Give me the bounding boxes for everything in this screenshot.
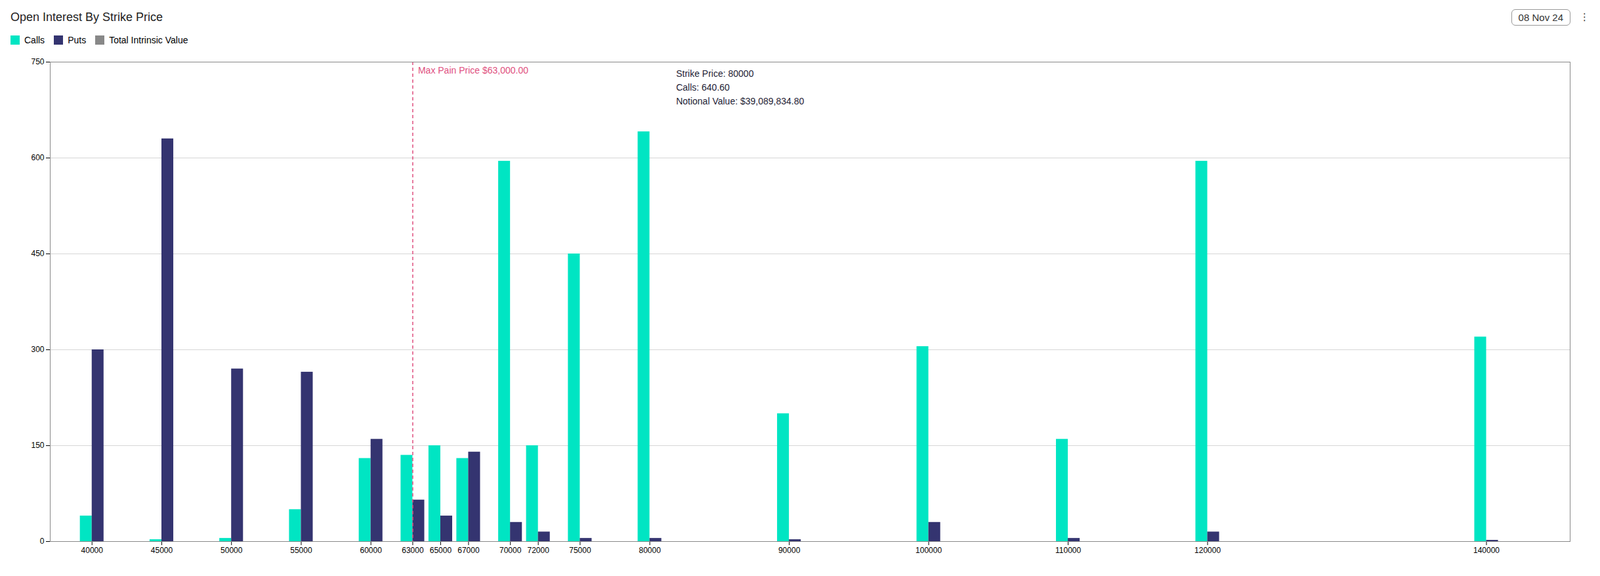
svg-text:Max Pain Price $63,000.00: Max Pain Price $63,000.00 — [418, 64, 529, 76]
html-text:Puts: Puts — [67, 34, 87, 45]
svg-text:0: 0 — [40, 536, 45, 546]
svg-text:600: 600 — [30, 152, 44, 163]
html-text:Open Interest By Strike Price: Open Interest By Strike Price — [10, 10, 163, 24]
html-text:08 Nov 24: 08 Nov 24 — [1518, 11, 1564, 23]
svg-text:50000: 50000 — [220, 545, 243, 555]
svg-text:75000: 75000 — [568, 545, 592, 555]
svg-text:100000: 100000 — [915, 545, 942, 555]
svg-text:90000: 90000 — [778, 545, 801, 555]
svg-text:67000: 67000 — [457, 545, 480, 555]
html-text:Total Intrinsic Value: Total Intrinsic Value — [109, 34, 189, 45]
svg-text:300: 300 — [30, 344, 44, 354]
svg-text:45000: 45000 — [150, 545, 174, 555]
svg-text:750: 750 — [30, 57, 44, 67]
svg-text:Strike Price: 80000Calls: 640.: Strike Price: 80000Calls: 640.60Notional… — [675, 68, 804, 107]
svg-text:40000: 40000 — [81, 545, 104, 555]
svg-text:60000: 60000 — [360, 545, 383, 555]
svg-text:72000: 72000 — [526, 545, 550, 555]
svg-text:110000: 110000 — [1055, 545, 1081, 555]
svg-text:120000: 120000 — [1194, 545, 1221, 555]
svg-text:450: 450 — [30, 248, 44, 258]
svg-text:150: 150 — [30, 440, 44, 450]
html-text:Calls: Calls — [24, 34, 45, 45]
svg-text:70000: 70000 — [499, 545, 522, 555]
svg-text:65000: 65000 — [429, 545, 453, 555]
svg-text:63000: 63000 — [401, 545, 424, 555]
svg-text:55000: 55000 — [290, 545, 313, 555]
svg-text:80000: 80000 — [638, 545, 661, 555]
svg-text:140000: 140000 — [1473, 545, 1500, 555]
